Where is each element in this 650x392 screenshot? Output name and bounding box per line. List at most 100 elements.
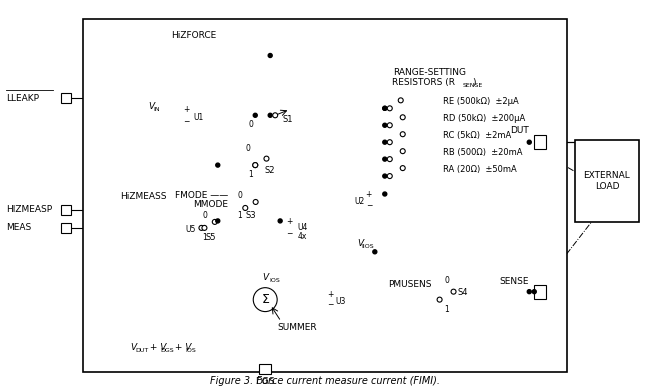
- Text: SENSE: SENSE: [500, 277, 529, 286]
- Text: U2: U2: [355, 198, 365, 207]
- Text: Figure 3. Force current measure current (FIMI).: Figure 3. Force current measure current …: [210, 376, 440, 387]
- Text: RE (500kΩ)  ±2μA: RE (500kΩ) ±2μA: [443, 97, 518, 106]
- Text: HiZFORCE: HiZFORCE: [171, 31, 216, 40]
- Circle shape: [253, 200, 258, 205]
- Text: LLEAKP: LLEAKP: [6, 94, 39, 103]
- Circle shape: [216, 219, 220, 223]
- Text: DUT: DUT: [136, 348, 149, 353]
- Circle shape: [532, 290, 536, 294]
- Circle shape: [253, 163, 258, 168]
- Circle shape: [400, 149, 405, 154]
- Circle shape: [400, 165, 405, 171]
- Text: V: V: [357, 240, 363, 248]
- Circle shape: [202, 225, 207, 230]
- Circle shape: [387, 140, 392, 145]
- Text: S1: S1: [283, 115, 293, 124]
- Text: Σ: Σ: [261, 293, 269, 306]
- Circle shape: [387, 157, 392, 162]
- Bar: [61, 223, 71, 233]
- Bar: [61, 93, 71, 103]
- Text: U3: U3: [336, 297, 346, 306]
- Text: + V: + V: [147, 343, 166, 352]
- Text: U4: U4: [297, 223, 307, 232]
- Bar: [575, 140, 639, 222]
- Text: 0: 0: [237, 191, 242, 200]
- Bar: [534, 135, 546, 149]
- Text: MMODE: MMODE: [193, 200, 228, 209]
- Circle shape: [400, 132, 405, 137]
- Text: IIOS: IIOS: [362, 244, 374, 249]
- Text: −: −: [183, 117, 190, 126]
- Text: EXTERNAL
LOAD: EXTERNAL LOAD: [584, 171, 630, 191]
- Circle shape: [213, 220, 217, 224]
- Text: ): ): [473, 78, 476, 87]
- Text: V: V: [149, 102, 155, 111]
- Text: 0: 0: [445, 276, 449, 285]
- Text: SENSE: SENSE: [463, 83, 483, 88]
- Text: DGS: DGS: [161, 348, 174, 353]
- Text: 1: 1: [248, 170, 253, 179]
- Circle shape: [278, 219, 282, 223]
- Circle shape: [216, 163, 220, 167]
- Circle shape: [253, 163, 258, 168]
- Circle shape: [273, 113, 278, 118]
- Text: RD (50kΩ)  ±200μA: RD (50kΩ) ±200μA: [443, 114, 525, 123]
- Text: MEAS: MEAS: [6, 223, 31, 232]
- Circle shape: [264, 156, 269, 161]
- Circle shape: [383, 106, 387, 110]
- Text: RANGE-SETTING: RANGE-SETTING: [393, 68, 466, 77]
- Circle shape: [387, 174, 392, 179]
- Circle shape: [437, 297, 442, 302]
- Text: 0: 0: [246, 144, 251, 152]
- Text: U5: U5: [185, 225, 196, 234]
- Text: −: −: [366, 201, 372, 211]
- Circle shape: [398, 98, 403, 103]
- Text: U1: U1: [193, 113, 203, 122]
- Text: V: V: [262, 273, 268, 282]
- Text: +: +: [366, 189, 372, 198]
- Bar: [83, 19, 567, 372]
- Text: +: +: [327, 290, 333, 299]
- Text: +: +: [183, 105, 190, 114]
- Text: S5: S5: [205, 233, 216, 242]
- Circle shape: [383, 106, 387, 110]
- Circle shape: [254, 113, 257, 117]
- Circle shape: [383, 192, 387, 196]
- Bar: [61, 205, 71, 215]
- Text: S3: S3: [246, 211, 257, 220]
- Circle shape: [400, 115, 405, 120]
- Text: −: −: [286, 229, 292, 238]
- Text: 4x: 4x: [298, 232, 307, 241]
- Text: HIZMEASP: HIZMEASP: [6, 205, 52, 214]
- Circle shape: [527, 290, 531, 294]
- Circle shape: [383, 123, 387, 127]
- Bar: [534, 285, 546, 299]
- Text: S4: S4: [458, 288, 468, 297]
- Text: 1: 1: [202, 233, 207, 242]
- Text: 1: 1: [445, 305, 449, 314]
- Circle shape: [268, 113, 272, 117]
- Circle shape: [243, 205, 248, 211]
- Text: + V: + V: [172, 343, 191, 352]
- Text: IN: IN: [153, 107, 161, 112]
- Text: RESISTORS (R: RESISTORS (R: [392, 78, 455, 87]
- Circle shape: [199, 225, 204, 230]
- Text: 1: 1: [237, 211, 242, 220]
- Circle shape: [383, 174, 387, 178]
- Text: S2: S2: [265, 166, 276, 175]
- Text: SUMMER: SUMMER: [277, 323, 317, 332]
- Text: RA (20Ω)  ±50mA: RA (20Ω) ±50mA: [443, 165, 516, 174]
- Circle shape: [268, 53, 272, 58]
- Circle shape: [383, 140, 387, 144]
- Circle shape: [451, 289, 456, 294]
- Text: 0: 0: [248, 120, 253, 129]
- Text: IOS: IOS: [185, 348, 196, 353]
- Text: IOS: IOS: [269, 278, 280, 283]
- Circle shape: [387, 123, 392, 128]
- Text: PMUSENS: PMUSENS: [388, 280, 432, 289]
- Text: DUT: DUT: [510, 126, 529, 135]
- Bar: [259, 365, 271, 374]
- Text: DGS: DGS: [255, 377, 275, 386]
- Circle shape: [527, 140, 531, 144]
- Circle shape: [383, 157, 387, 161]
